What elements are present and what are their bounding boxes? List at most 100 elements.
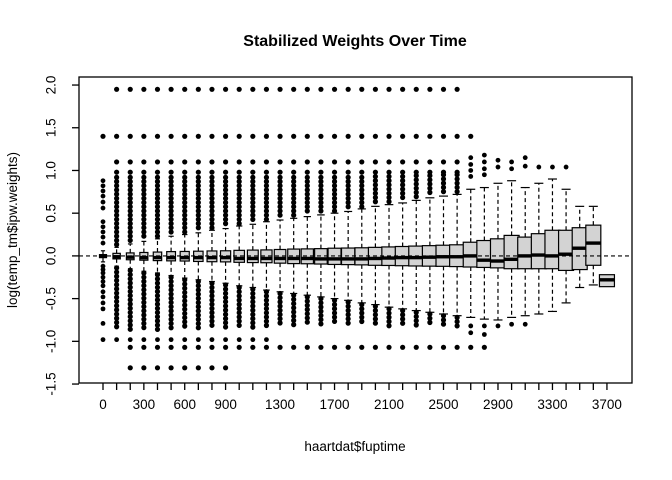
box [503, 234, 520, 270]
outlier-row-dot [263, 133, 270, 139]
x-tick-label: 2100 [374, 397, 404, 412]
outlier-row-dot [263, 159, 270, 165]
outlier-row-dot [386, 169, 392, 175]
outlier-dot [100, 183, 106, 189]
outlier-dot [114, 337, 120, 343]
outlier-row-dot [318, 169, 324, 175]
outlier-row-dot [168, 133, 174, 139]
outlier-row-dot [154, 86, 161, 92]
outlier-dot [100, 270, 106, 276]
outlier-row-dot [250, 159, 256, 165]
outlier-row-dot [127, 133, 133, 139]
x-tick-label: 900 [214, 397, 237, 412]
outlier-dot [495, 164, 501, 170]
outlier-row-dot [114, 86, 120, 92]
outlier-row-dot [427, 169, 433, 175]
outlier-dot [100, 274, 106, 280]
outlier-dot [168, 337, 174, 343]
outlier-row-dot [195, 86, 201, 92]
outlier-row-dot [440, 86, 447, 92]
outlier-row-dot [359, 344, 365, 350]
x-tick-label: 2900 [483, 397, 513, 412]
outlier-dot [522, 321, 528, 327]
outlier-row-dot [195, 344, 201, 350]
outlier-row-dot [318, 133, 324, 139]
outlier-row-dot [291, 159, 297, 165]
outlier-row-dot [250, 86, 256, 92]
outlier-dot [100, 279, 106, 284]
box [530, 233, 547, 270]
outlier-row-dot [427, 344, 433, 350]
outlier-row-dot [400, 344, 406, 350]
outlier-dot [100, 205, 106, 211]
outlier-row-dot [236, 169, 242, 175]
outlier-row-dot [277, 344, 283, 350]
outlier-row-dot [400, 86, 406, 92]
x-axis-label: haartdat$fuptime [304, 439, 405, 454]
outlier-row-dot [440, 344, 447, 350]
outlier-row-dot [468, 344, 474, 350]
outlier-row-dot [222, 133, 229, 139]
outlier-row-dot [427, 86, 433, 92]
box [557, 229, 575, 272]
outlier-dot [550, 164, 555, 170]
outlier-row-dot [168, 169, 174, 175]
box [260, 249, 273, 264]
y-tick-label: 2.0 [44, 76, 59, 95]
outlier-row-dot [182, 133, 188, 139]
outlier-row-dot [222, 344, 229, 350]
outlier-row-dot [372, 86, 378, 92]
outlier-row-dot [127, 169, 133, 175]
outlier-row-dot [277, 133, 283, 139]
outlier-row-dot [413, 86, 419, 92]
outlier-row-dot [209, 159, 215, 165]
box [544, 229, 561, 270]
outlier-dot [509, 321, 514, 327]
y-axis-label: log(temp_tm$ipw.weights) [5, 152, 20, 308]
outlier-row-dot [345, 133, 351, 139]
outlier-row-dot [454, 169, 460, 175]
outlier-row-dot [141, 169, 147, 175]
outlier-row-dot [277, 86, 283, 92]
outlier-dot [100, 306, 106, 312]
outlier-row-dot [345, 344, 351, 350]
x-tick-label: 1300 [265, 397, 295, 412]
outlier-row-dot [114, 169, 120, 175]
outlier-row-dot [114, 133, 120, 139]
outlier-row-dot [236, 86, 242, 92]
outlier-dot [100, 300, 106, 306]
outlier-row-dot [359, 86, 365, 92]
outlier-row-dot [304, 159, 310, 165]
x-tick-label: 600 [173, 397, 196, 412]
outlier-dot [100, 234, 106, 240]
outlier-dot [522, 155, 528, 161]
outlier-row-dot [168, 365, 174, 371]
plot-render-layer: -1.5 -1.0 -0.5 0.0 0.5 1.0 1.5 2.0 0 300 600 900 130… [44, 76, 633, 412]
outlier-row-dot [263, 169, 270, 175]
outlier-row-dot [141, 133, 147, 139]
outlier-row-dot [454, 133, 460, 139]
outlier-row-dot [331, 344, 338, 350]
outlier-dot [481, 166, 487, 172]
outlier-row-dot [345, 169, 351, 175]
outlier-row-dot [359, 169, 365, 175]
outlier-dot [100, 337, 106, 343]
outlier-dot [100, 188, 106, 194]
outlier-row-dot [154, 344, 161, 350]
outlier-row-dot [209, 169, 215, 175]
outlier-dot [100, 219, 106, 225]
outlier-row-dot [195, 365, 201, 371]
outlier-dot [100, 199, 106, 205]
outlier-row-dot [291, 133, 297, 139]
outlier-row-dot [468, 133, 474, 139]
outlier-row-dot [440, 169, 447, 175]
outlier-row-dot [263, 86, 270, 92]
outlier-dot [100, 320, 106, 326]
outlier-dot [481, 332, 487, 337]
outlier-row-dot [236, 344, 242, 350]
outlier-row-dot [236, 159, 242, 165]
outlier-row-dot [154, 365, 161, 371]
outlier-row-dot [427, 159, 433, 165]
outlier-row-dot [318, 344, 324, 350]
